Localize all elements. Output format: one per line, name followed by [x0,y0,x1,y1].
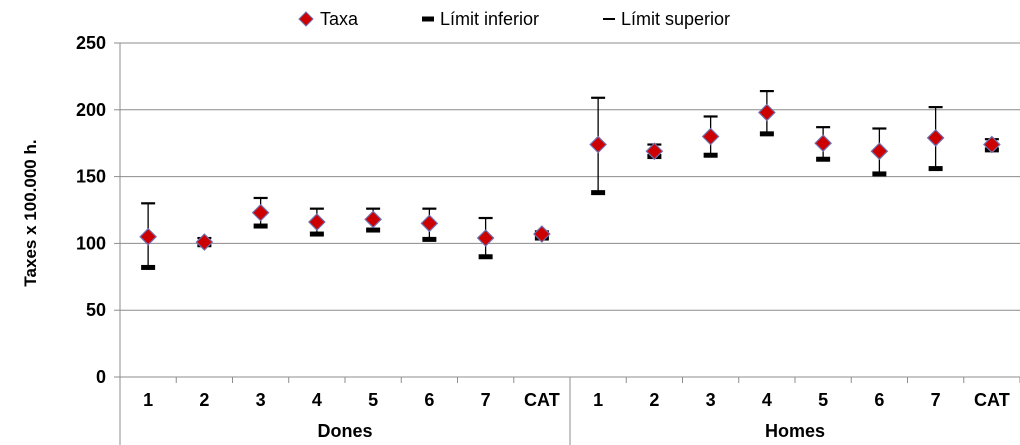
taxa-point [420,214,439,233]
y-tick-label: 0 [96,367,106,387]
x-category-label: 1 [143,390,153,410]
x-category-label: 7 [481,390,491,410]
x-category-label: CAT [524,390,560,410]
y-axis-label: Taxes x 100.000 h. [21,139,40,286]
taxa-point [195,233,214,251]
y-tick-label: 50 [86,300,106,320]
legend-diamond-icon [298,11,314,27]
gridlines [120,42,1020,311]
taxa-point [926,129,945,147]
y-tick-label: 200 [76,100,106,120]
x-category-label: 4 [762,390,772,410]
taxa-point [251,203,270,222]
x-category-label: 5 [818,390,828,410]
group-label: Homes [765,421,825,441]
y-tick-label: 250 [76,33,106,53]
x-category-label: 3 [256,390,266,410]
y-tick-label: 100 [76,233,106,253]
x-category-label: 2 [649,390,659,410]
taxa-point [814,134,832,153]
legend: Taxa Límit inferior Límit superior [298,9,730,29]
taxa-point [645,142,664,161]
taxa-point [476,229,495,247]
x-category-label: CAT [974,390,1010,410]
x-category-label: 3 [706,390,716,410]
x-axis-categories: 1 2 3 4 5 6 7 CAT 1 2 3 4 5 6 7 CAT Dones Homes [143,390,1010,441]
x-category-label: 1 [593,390,603,410]
x-category-label: 5 [368,390,378,410]
x-category-label: 6 [874,390,884,410]
taxa-point [308,213,326,231]
x-category-label: 4 [312,390,322,410]
legend-label: Límit inferior [440,9,539,29]
axes [119,43,1020,445]
y-tick-label: 150 [76,167,106,187]
taxa-point [983,135,1001,154]
x-category-label: 2 [199,390,209,410]
legend-label: Taxa [320,9,359,29]
x-category-label: 7 [931,390,941,410]
taxa-point [139,227,157,246]
data-marks [139,89,1001,270]
taxa-point [701,127,720,146]
y-axis-ticks: 0 50 100 150 200 250 [76,33,120,387]
legend-label: Límit superior [621,9,730,29]
taxa-point [758,103,776,122]
taxa-point [870,142,889,161]
taxa-point [589,135,607,154]
taxa-point [533,225,551,243]
x-category-label: 6 [424,390,434,410]
group-label: Dones [317,421,372,441]
taxa-point [364,210,382,229]
